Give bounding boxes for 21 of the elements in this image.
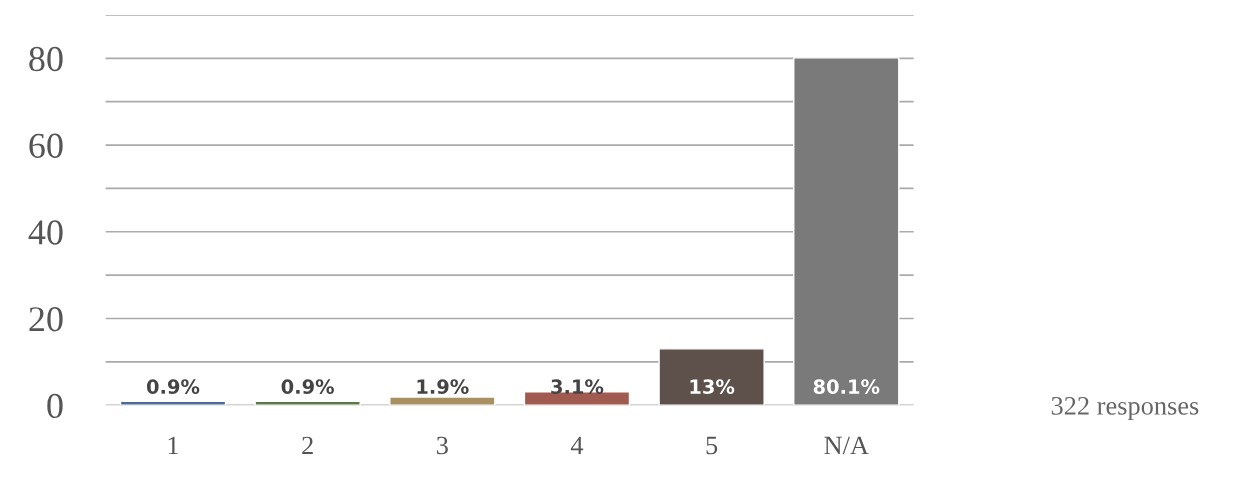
x-tick-label: 4 bbox=[570, 436, 584, 455]
y-tick-label: 60 bbox=[29, 133, 63, 158]
y-tick-label: 20 bbox=[29, 307, 63, 332]
bar bbox=[658, 348, 765, 406]
data-label: 80.1% bbox=[813, 379, 880, 394]
y-tick-label: 80 bbox=[29, 46, 63, 72]
x-tick-label: 5 bbox=[706, 436, 718, 455]
bar bbox=[793, 57, 900, 406]
data-label: 0.9% bbox=[146, 379, 200, 394]
x-tick-label: 3 bbox=[436, 436, 448, 455]
x-tick-label: 1 bbox=[168, 436, 178, 455]
data-label: 1.9% bbox=[417, 379, 469, 394]
text: 322 responses bbox=[1051, 397, 1199, 421]
y-tick-label: 0 bbox=[47, 393, 63, 419]
data-label: 0.9% bbox=[281, 379, 334, 394]
x-tick-label: N/A bbox=[824, 436, 869, 455]
x-tick-label: 2 bbox=[302, 436, 313, 455]
bar bbox=[389, 396, 496, 406]
data-label: 3.1% bbox=[551, 379, 604, 394]
data-label: 13% bbox=[690, 379, 735, 394]
y-tick-label: 40 bbox=[28, 220, 63, 245]
